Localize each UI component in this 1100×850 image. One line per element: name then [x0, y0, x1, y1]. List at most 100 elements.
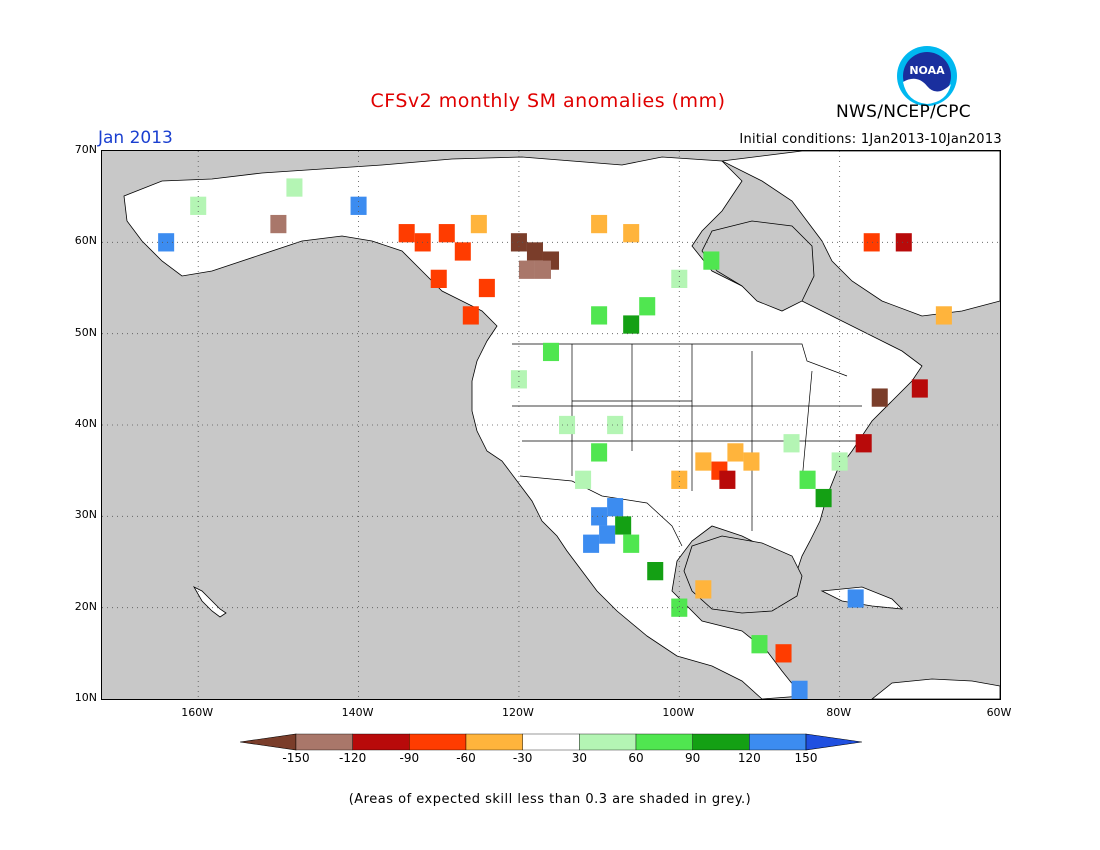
anomaly-cell [671, 470, 688, 489]
anomaly-cell [623, 224, 640, 243]
colorbar-segment [579, 733, 637, 751]
anomaly-cell [270, 214, 287, 234]
colorbar-segment [522, 733, 580, 751]
anomaly-cell [599, 525, 616, 544]
anomaly-cell [591, 443, 608, 462]
land-masses [123, 151, 1000, 699]
anomaly-cell [398, 224, 415, 243]
anomaly-cell [510, 233, 527, 252]
colorbar-tick-label: -120 [339, 751, 367, 765]
lon-tick-label: 160W [181, 706, 214, 719]
borders [512, 343, 862, 547]
south-america-land [871, 678, 1000, 699]
colorbar-tick-label: 60 [628, 751, 644, 765]
colorbar-tick-label: -30 [512, 751, 533, 765]
anomaly-cell [615, 516, 632, 535]
anomaly-cell [575, 470, 592, 489]
colorbar-arrow-low [240, 733, 297, 751]
lat-tick-label: 40N [74, 417, 97, 430]
anomaly-cell [815, 488, 832, 508]
anomaly-cell [623, 315, 640, 334]
colorbar-segment [295, 733, 353, 751]
north-america-land [123, 156, 923, 699]
colorbar-tick-label: 30 [571, 751, 587, 765]
anomaly-cell [510, 370, 527, 389]
month-label: Jan 2013 [98, 128, 173, 148]
colorbar-tick-label: 120 [737, 751, 761, 765]
anomaly-cell [855, 434, 872, 453]
us-canada-border [512, 343, 848, 377]
anomaly-cell [462, 306, 479, 325]
colorbar-segment [635, 733, 693, 751]
colorbar [240, 733, 862, 751]
noaa-logo-text: NOAA [909, 64, 945, 77]
lat-tick-label: 30N [74, 508, 97, 522]
lon-tick-label: 120W [501, 706, 534, 719]
gulf-of-mexico [683, 535, 803, 614]
anomaly-cell [871, 388, 888, 407]
lon-tick-label: 80W [826, 706, 852, 719]
anomaly-cell [911, 379, 928, 398]
colorbar-arrow-high [805, 733, 862, 751]
anomaly-cell [647, 562, 664, 581]
colorbar-segment [352, 733, 410, 751]
anomaly-cell [430, 269, 447, 288]
colorbar-tick-label: -90 [399, 751, 420, 765]
anomaly-cell [623, 534, 640, 553]
anomaly-cell [478, 278, 495, 298]
anomaly-cell [591, 507, 608, 526]
colorbar-tick-label: -60 [456, 751, 476, 765]
colorbar-segment [692, 733, 750, 751]
colorbar-tick-label: 90 [685, 751, 701, 765]
lat-tick-label: 60N [74, 234, 97, 248]
anomaly-cell [727, 443, 744, 462]
anomaly-cell [526, 242, 543, 261]
anomaly-cell [695, 452, 712, 471]
lon-tick-label: 140W [341, 706, 374, 719]
anomaly-cell [847, 589, 864, 608]
colorbar-segment [465, 733, 523, 751]
anomaly-cell [935, 306, 952, 325]
anomaly-cell [583, 534, 600, 553]
colorbar-tick-label: 150 [794, 751, 818, 765]
anomaly-cell [895, 233, 912, 252]
anomaly-cell [534, 260, 551, 279]
anomaly-cell [518, 260, 535, 279]
anomaly-cell [791, 680, 808, 699]
anomaly-cell [695, 580, 712, 599]
colorbar-tick-label: -150 [282, 751, 310, 765]
anomaly-cell [719, 470, 736, 489]
anomaly-cell [158, 233, 175, 252]
colorbar-segment [749, 733, 807, 751]
greenland-land [720, 151, 1000, 317]
anomaly-cell [743, 452, 760, 471]
lat-tick-label: 10N [74, 691, 97, 704]
lon-tick-label: 100W [662, 706, 695, 719]
lat-tick-label: 20N [74, 599, 97, 613]
anomaly-cell [703, 251, 720, 270]
anomaly-cell [775, 644, 792, 663]
anomaly-cell [591, 306, 608, 325]
anomaly-cell [799, 470, 816, 489]
lat-tick-label: 70N [74, 143, 97, 156]
map-canvas [102, 151, 1000, 699]
anomaly-cell [639, 297, 656, 316]
noaa-logo: NOAA [895, 44, 959, 112]
initial-conditions-label: Initial conditions: 1Jan2013-10Jan2013 [739, 132, 1002, 147]
skill-note: (Areas of expected skill less than 0.3 a… [348, 792, 752, 807]
anomaly-cell [470, 214, 487, 234]
anomaly-cell [671, 269, 688, 288]
map-panel [101, 150, 1001, 700]
anomaly-cell [454, 242, 471, 261]
anomaly-cell [751, 635, 768, 654]
map-title: CFSv2 monthly SM anomalies (mm) [370, 90, 726, 112]
lat-tick-label: 50N [74, 325, 97, 339]
anomaly-cell [607, 498, 624, 517]
anomaly-cell [591, 214, 608, 234]
us-mexico-border [519, 475, 683, 547]
anomaly-cell [350, 196, 367, 215]
lon-tick-label: 60W [986, 706, 1012, 719]
hawaii-land [192, 586, 227, 618]
anomaly-cell [438, 224, 455, 243]
state-lines [512, 344, 862, 531]
